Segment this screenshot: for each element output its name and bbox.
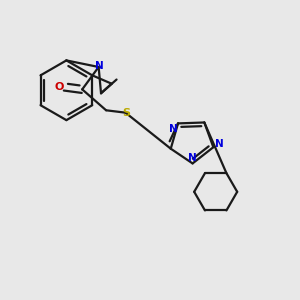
Text: N: N [169, 124, 178, 134]
Text: N: N [95, 61, 103, 71]
Text: N: N [188, 153, 196, 163]
Text: N: N [214, 139, 224, 149]
Text: S: S [122, 108, 130, 118]
Text: O: O [55, 82, 64, 92]
